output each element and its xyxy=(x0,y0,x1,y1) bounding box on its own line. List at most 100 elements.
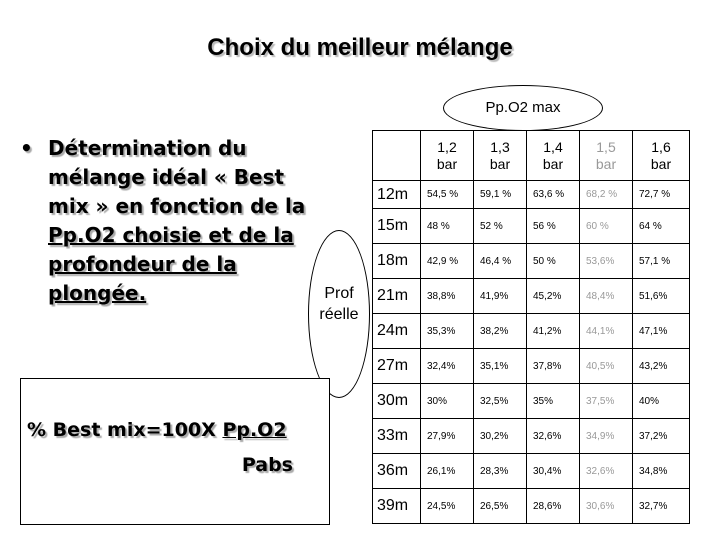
value-cell: 47,1% xyxy=(632,313,690,349)
bullet-line: plongée. xyxy=(48,281,147,305)
value-cell: 41,2% xyxy=(526,313,580,349)
value-cell: 52 % xyxy=(473,208,527,244)
depth-cell: 36m xyxy=(372,453,421,489)
ppo2-ellipse: Pp.O2 max xyxy=(443,85,603,131)
depth-cell: 33m xyxy=(372,418,421,454)
value-cell: 48,4% xyxy=(579,278,633,314)
value-cell: 40,5% xyxy=(579,348,633,384)
title: Choix du meilleur mélange xyxy=(207,34,513,61)
value-cell: 50 % xyxy=(526,243,580,279)
data-row: 21m 38,8% 41,9% 45,2% 48,4% 51,6% xyxy=(372,278,690,314)
depth-label-line: réelle xyxy=(319,306,359,323)
value-cell: 63,6 % xyxy=(526,180,580,209)
value-cell: 24,5% xyxy=(420,488,474,524)
header-text: bar xyxy=(542,155,564,172)
depth-cell: 30m xyxy=(372,383,421,419)
formula-num: Pp.O2 xyxy=(222,419,287,441)
value-cell: 37,8% xyxy=(526,348,580,384)
value-cell: 43,2% xyxy=(632,348,690,384)
value-cell: 53,6% xyxy=(579,243,633,279)
value-cell: 27,9% xyxy=(420,418,474,454)
header-text: bar xyxy=(650,155,672,172)
data-row: 30m 30% 32,5% 35% 37,5% 40% xyxy=(372,383,690,419)
value-cell: 40% xyxy=(632,383,690,419)
value-cell: 30,2% xyxy=(473,418,527,454)
value-cell: 38,2% xyxy=(473,313,527,349)
value-cell: 28,3% xyxy=(473,453,527,489)
value-cell: 38,8% xyxy=(420,278,474,314)
value-cell: 45,2% xyxy=(526,278,580,314)
header-text: 1,5 xyxy=(596,138,616,155)
depth-cell: 21m xyxy=(372,278,421,314)
header-text: bar xyxy=(595,155,617,172)
bullet-line: mix » en fonction de la xyxy=(48,194,306,218)
value-cell: 64 % xyxy=(632,208,690,244)
header-cell: 1,2 bar xyxy=(420,130,474,181)
data-row: 24m 35,3% 38,2% 41,2% 44,1% 47,1% xyxy=(372,313,690,349)
depth-ellipse xyxy=(308,230,370,398)
ppo2-table: 1,2 bar 1,3 bar 1,4 bar 1,5 bar 1,6 bar 12m 54,5 % 5… xyxy=(372,130,690,524)
depth-cell: 24m xyxy=(372,313,421,349)
value-cell: 30,6% xyxy=(579,488,633,524)
value-cell: 32,6% xyxy=(579,453,633,489)
value-cell: 51,6% xyxy=(632,278,690,314)
header-text: bar xyxy=(436,155,458,172)
data-row: 36m 26,1% 28,3% 30,4% 32,6% 34,8% xyxy=(372,453,690,489)
bullet-line: profondeur de la xyxy=(48,252,237,276)
value-cell: 30,4% xyxy=(526,453,580,489)
header-cell: 1,5 bar xyxy=(579,130,633,181)
header-row: 1,2 bar 1,3 bar 1,4 bar 1,5 bar 1,6 bar xyxy=(372,130,690,181)
depth-label-line: Prof xyxy=(324,285,354,302)
data-row: 39m 24,5% 26,5% 28,6% 30,6% 32,7% xyxy=(372,488,690,524)
value-cell: 37,5% xyxy=(579,383,633,419)
value-cell: 60 % xyxy=(579,208,633,244)
header-cell: 1,4 bar xyxy=(526,130,580,181)
value-cell: 48 % xyxy=(420,208,474,244)
value-cell: 32,6% xyxy=(526,418,580,454)
corner-cell xyxy=(372,130,421,181)
value-cell: 54,5 % xyxy=(420,180,474,209)
value-cell: 56 % xyxy=(526,208,580,244)
value-cell: 37,2% xyxy=(632,418,690,454)
header-text: bar xyxy=(489,155,511,172)
depth-cell: 27m xyxy=(372,348,421,384)
depth-cell: 12m xyxy=(372,180,421,209)
value-cell: 26,1% xyxy=(420,453,474,489)
depth-cell: 39m xyxy=(372,488,421,524)
depth-label: Prof réelle xyxy=(308,283,370,325)
bullet-line: Détermination du xyxy=(48,136,247,160)
value-cell: 44,1% xyxy=(579,313,633,349)
data-row: 33m 27,9% 30,2% 32,6% 34,9% 37,2% xyxy=(372,418,690,454)
value-cell: 57,1 % xyxy=(632,243,690,279)
value-cell: 32,7% xyxy=(632,488,690,524)
header-cell: 1,3 bar xyxy=(473,130,527,181)
data-row: 27m 32,4% 35,1% 37,8% 40,5% 43,2% xyxy=(372,348,690,384)
ppo2-label: Pp.O2 max xyxy=(485,99,561,116)
data-row: 12m 54,5 % 59,1 % 63,6 % 68,2 % 72,7 % xyxy=(372,180,690,209)
depth-cell: 18m xyxy=(372,243,421,279)
formula-prefix: % Best mix=100X xyxy=(27,419,223,441)
formula-numerator: % Best mix=100X Pp.O2 xyxy=(27,419,287,441)
data-row: 18m 42,9 % 46,4 % 50 % 53,6% 57,1 % xyxy=(372,243,690,279)
bullet-line: Pp.O2 choisie et de la xyxy=(48,223,294,247)
value-cell: 32,4% xyxy=(420,348,474,384)
header-text: 1,3 xyxy=(490,138,510,155)
header-text: 1,4 xyxy=(543,138,563,155)
value-cell: 32,5% xyxy=(473,383,527,419)
value-cell: 35,3% xyxy=(420,313,474,349)
value-cell: 35,1% xyxy=(473,348,527,384)
value-cell: 72,7 % xyxy=(632,180,690,209)
formula-box: % Best mix=100X Pp.O2 Pabs xyxy=(20,378,330,525)
data-row: 15m 48 % 52 % 56 % 60 % 64 % xyxy=(372,208,690,244)
value-cell: 41,9% xyxy=(473,278,527,314)
value-cell: 59,1 % xyxy=(473,180,527,209)
value-cell: 30% xyxy=(420,383,474,419)
value-cell: 68,2 % xyxy=(579,180,633,209)
value-cell: 26,5% xyxy=(473,488,527,524)
value-cell: 42,9 % xyxy=(420,243,474,279)
header-text: 1,6 xyxy=(651,138,671,155)
header-text: 1,2 xyxy=(437,138,457,155)
depth-cell: 15m xyxy=(372,208,421,244)
value-cell: 28,6% xyxy=(526,488,580,524)
